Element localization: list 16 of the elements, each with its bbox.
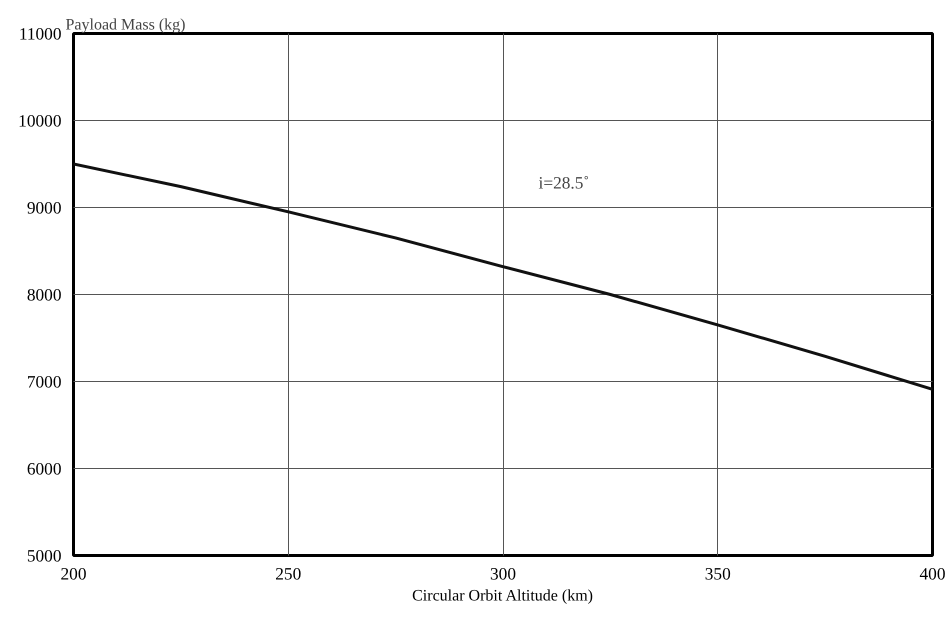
line-series (74, 162, 932, 391)
x-tick-label: 200 (60, 564, 87, 584)
x-tick-label: 400 (920, 564, 946, 584)
y-tick-label: 9000 (26, 198, 62, 218)
x-tick-label: 350 (704, 564, 731, 584)
y-tick-label: 5000 (26, 546, 62, 566)
x-tick-label: 250 (275, 564, 302, 584)
annotation: i=28.5˚ (538, 174, 590, 192)
y-tick-label: 8000 (26, 286, 62, 304)
y-tick-label: 7000 (26, 372, 62, 392)
x-tick-label: 300 (490, 564, 516, 584)
y-tick-label: 11000 (18, 24, 62, 44)
y-axis-title: Payload Mass (kg) (66, 16, 186, 34)
y-tick-label: 10000 (18, 112, 62, 130)
y-tick-label: 6000 (26, 460, 62, 478)
x-axis-title: Circular Orbit Altitude (km) (412, 588, 593, 604)
